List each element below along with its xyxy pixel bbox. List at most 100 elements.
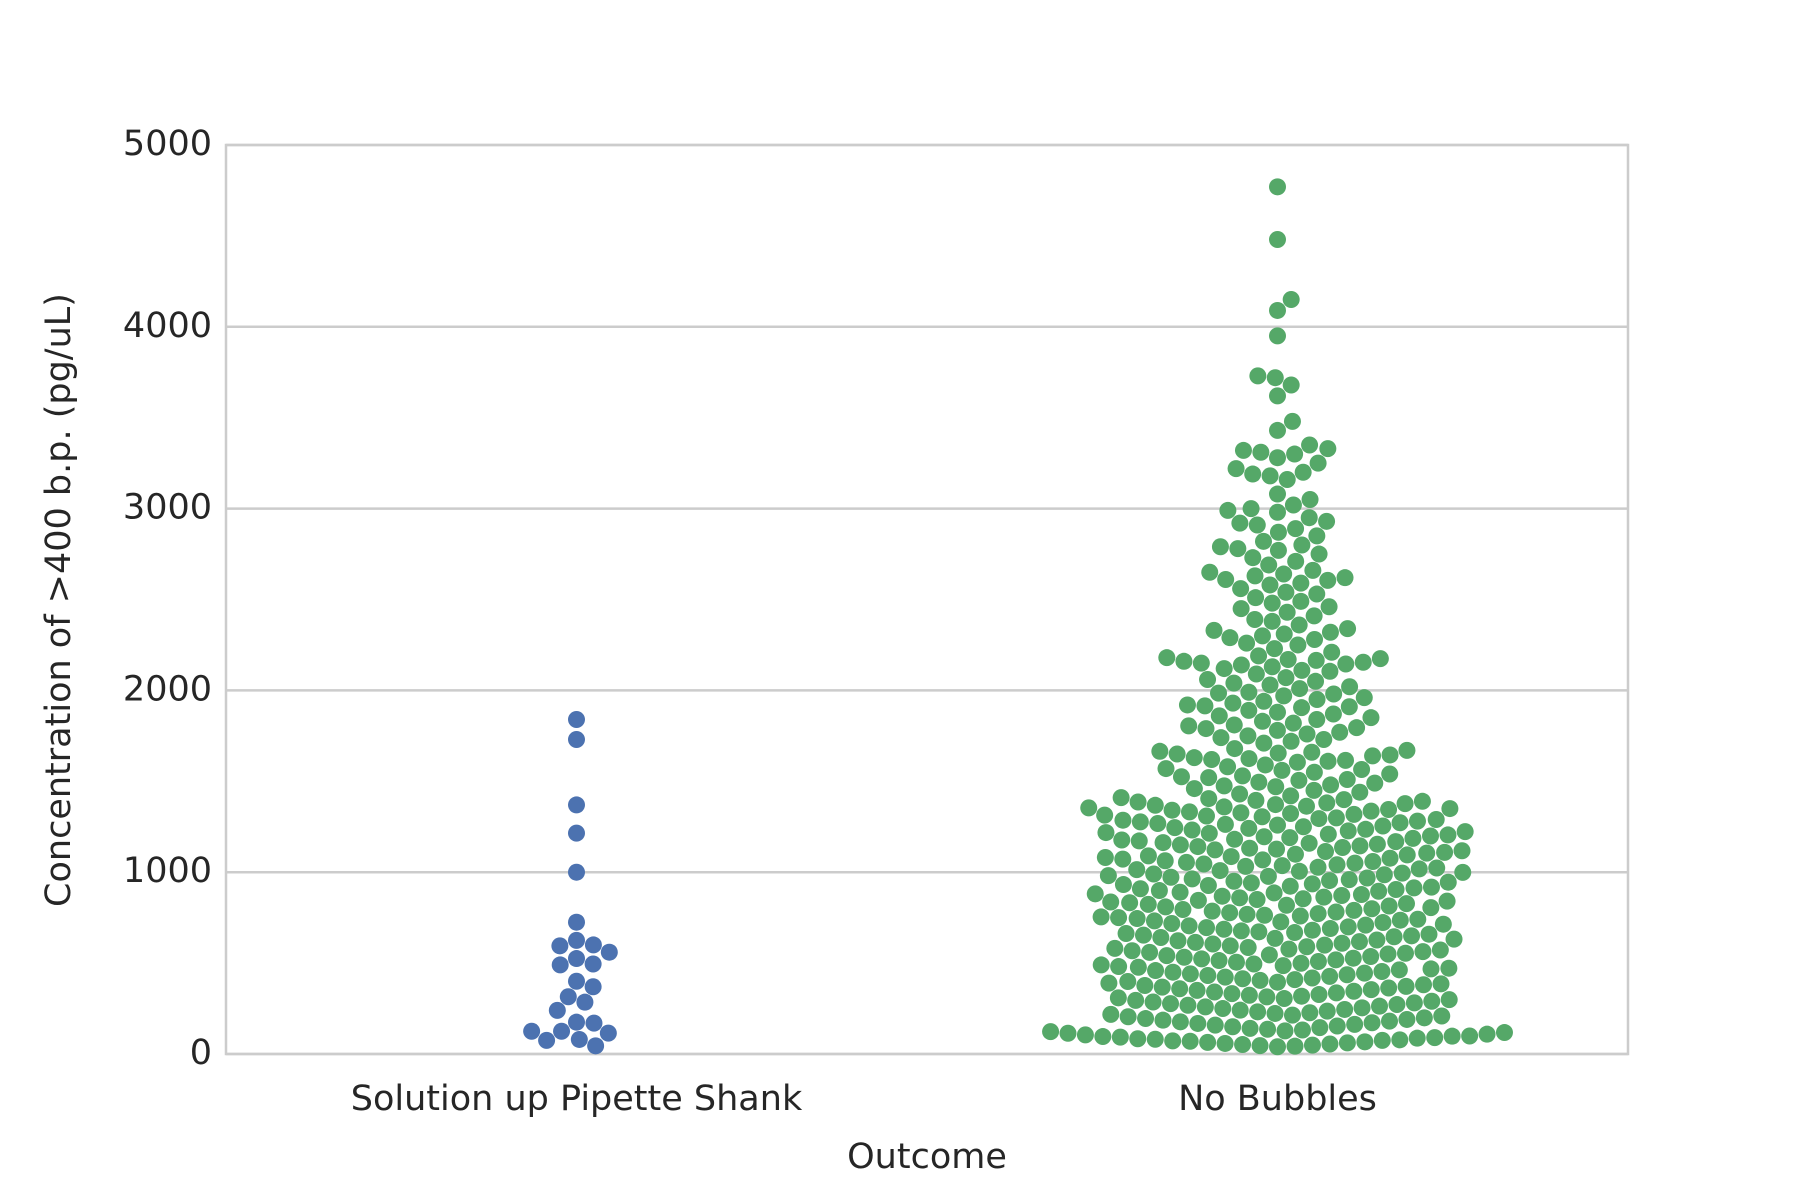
- dot: [1405, 994, 1423, 1012]
- dot: [1282, 376, 1300, 394]
- dot: [1415, 976, 1433, 994]
- x-tick-label: No Bubbles: [1178, 1079, 1377, 1119]
- dot: [1303, 969, 1321, 987]
- dot: [1199, 670, 1217, 688]
- dot: [1431, 941, 1449, 959]
- dot: [1241, 1019, 1259, 1037]
- dot: [1261, 467, 1279, 485]
- dot: [568, 824, 585, 842]
- dot: [1251, 971, 1269, 989]
- dot: [1215, 777, 1233, 795]
- dot: [1337, 751, 1355, 769]
- dot: [1327, 984, 1345, 1002]
- dot: [1319, 571, 1337, 589]
- dot: [1345, 901, 1363, 919]
- dot: [1375, 866, 1393, 884]
- dot: [568, 1013, 585, 1031]
- dot: [1215, 660, 1233, 678]
- dot: [1231, 514, 1249, 532]
- dot: [1275, 565, 1293, 583]
- dot: [568, 796, 585, 814]
- dot: [1286, 971, 1304, 989]
- dot: [1146, 796, 1164, 814]
- dot: [1180, 917, 1198, 935]
- dot: [1180, 717, 1198, 735]
- dot: [1232, 922, 1250, 940]
- dot: [1408, 1029, 1426, 1047]
- dot: [1357, 820, 1375, 838]
- dot: [1443, 1027, 1461, 1045]
- dot: [1414, 943, 1432, 961]
- dot: [1240, 819, 1258, 837]
- dot: [1303, 743, 1321, 761]
- dot: [1242, 500, 1260, 518]
- dot: [1189, 838, 1207, 856]
- dot: [1398, 1010, 1416, 1028]
- dot: [1188, 981, 1206, 999]
- dot: [1252, 443, 1270, 461]
- dot: [1456, 823, 1474, 841]
- dot: [1396, 944, 1414, 962]
- dot: [1308, 527, 1326, 545]
- dot: [1269, 301, 1286, 319]
- dot: [1422, 960, 1440, 978]
- dot: [1308, 710, 1326, 728]
- x-axis-label: Outcome: [847, 1137, 1007, 1177]
- dot: [1269, 973, 1286, 991]
- dot: [585, 1014, 603, 1032]
- dot: [1203, 750, 1221, 768]
- dot: [1387, 833, 1405, 851]
- dot: [1169, 932, 1187, 950]
- dot: [1439, 873, 1457, 891]
- dot: [584, 978, 602, 996]
- dot: [1164, 1032, 1182, 1050]
- dot: [1282, 732, 1300, 750]
- dot: [587, 1037, 605, 1055]
- dot: [1396, 795, 1414, 813]
- dot: [1282, 787, 1300, 805]
- dot: [551, 937, 569, 955]
- dot: [1333, 886, 1351, 904]
- dot: [1231, 1001, 1249, 1019]
- dot: [1195, 855, 1213, 873]
- dot: [1379, 945, 1397, 963]
- dot: [1309, 952, 1327, 970]
- dot: [1247, 791, 1265, 809]
- dot: [1211, 862, 1229, 880]
- dot: [1275, 990, 1293, 1008]
- dot: [1240, 986, 1258, 1004]
- dot: [1232, 804, 1250, 822]
- dot: [1307, 651, 1325, 669]
- x-tick-label: Solution up Pipette Shank: [351, 1079, 803, 1119]
- dot: [1397, 895, 1415, 913]
- dot: [1293, 536, 1311, 554]
- dot: [1310, 986, 1328, 1004]
- dot: [1380, 979, 1398, 997]
- dot: [1223, 985, 1241, 1003]
- dot: [1237, 857, 1255, 875]
- dot: [1193, 950, 1211, 968]
- dot: [1495, 1024, 1513, 1042]
- dot: [1366, 774, 1384, 792]
- dot: [1340, 871, 1358, 889]
- dot: [1268, 840, 1286, 858]
- dot: [1183, 821, 1201, 839]
- dot: [1250, 647, 1268, 665]
- dot: [1269, 816, 1286, 834]
- dot: [1284, 496, 1302, 514]
- dot: [1403, 927, 1421, 945]
- dot: [1150, 882, 1168, 900]
- dot: [1300, 509, 1318, 527]
- dot: [1301, 491, 1319, 509]
- dot: [1445, 930, 1463, 948]
- dot: [1253, 808, 1271, 826]
- dot: [1303, 1036, 1321, 1054]
- dot: [1164, 963, 1182, 981]
- dot: [1288, 753, 1306, 771]
- dot: [568, 931, 585, 949]
- dot: [1266, 369, 1284, 387]
- dot: [1391, 1031, 1409, 1049]
- dot: [1171, 1013, 1189, 1031]
- dot: [1393, 864, 1411, 882]
